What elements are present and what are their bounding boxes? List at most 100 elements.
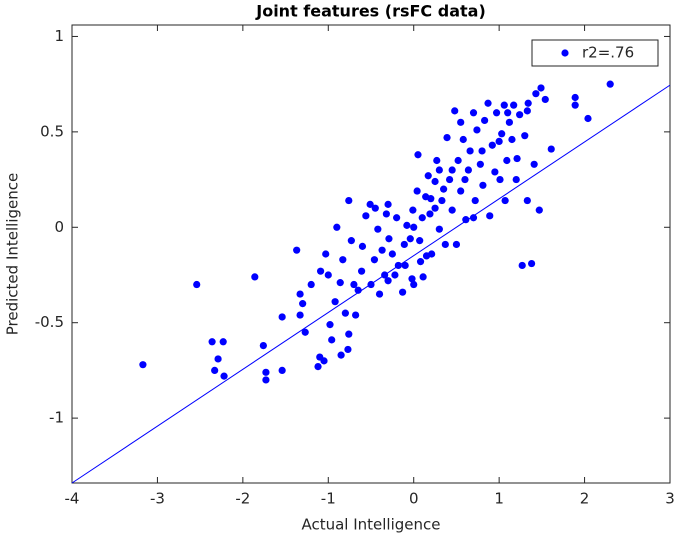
- scatter-point: [521, 132, 529, 140]
- scatter-point: [418, 214, 426, 222]
- scatter-point: [331, 298, 339, 306]
- scatter-point: [401, 261, 409, 270]
- scatter-point: [344, 345, 352, 354]
- scatter-point: [416, 258, 425, 266]
- scatter-point: [393, 214, 401, 222]
- y-tick-label: -0.5: [35, 313, 64, 331]
- scatter-point: [367, 280, 375, 289]
- scatter-point: [384, 200, 392, 208]
- scatter-point: [476, 160, 484, 168]
- scatter-point: [314, 362, 322, 371]
- scatter-point: [337, 351, 345, 359]
- scatter-point: [606, 80, 614, 88]
- legend-box: [531, 39, 659, 67]
- scatter-point: [438, 196, 446, 205]
- scatter-point: [537, 84, 545, 92]
- scatter-point: [462, 216, 470, 224]
- scatter-point: [336, 279, 344, 287]
- scatter-point: [324, 271, 332, 279]
- scatter-point: [371, 204, 379, 212]
- scatter-point: [424, 172, 432, 180]
- x-axis-label: Actual Intelligence: [301, 516, 440, 534]
- scatter-point: [352, 311, 360, 319]
- scatter-point: [471, 196, 479, 205]
- scatter-point: [409, 206, 417, 214]
- scatter-point: [408, 275, 416, 283]
- scatter-point: [443, 133, 451, 142]
- scatter-point: [307, 280, 315, 289]
- legend-marker: [561, 49, 569, 57]
- scatter-point: [262, 376, 270, 384]
- scatter-point: [375, 290, 384, 298]
- scatter-point: [435, 166, 443, 174]
- x-tick-label: 2: [580, 490, 590, 508]
- scatter-point: [350, 280, 358, 289]
- scatter-point: [571, 101, 579, 109]
- scatter-point: [532, 90, 540, 98]
- scatter-point: [479, 181, 487, 189]
- scatter-point: [466, 147, 474, 155]
- scatter-point: [448, 206, 456, 214]
- plot-area: [71, 24, 671, 484]
- scatter-point: [440, 185, 448, 193]
- scatter-point: [388, 250, 396, 258]
- scatter-point: [326, 321, 334, 329]
- scatter-point: [491, 168, 499, 176]
- scatter-point: [508, 135, 516, 144]
- scatter-point: [333, 223, 341, 231]
- scatter-point: [403, 221, 411, 229]
- scatter-point: [518, 261, 526, 270]
- scatter-point: [358, 242, 367, 250]
- scatter-point: [299, 300, 307, 308]
- scatter-point: [528, 259, 536, 268]
- x-tick-label: -3: [150, 490, 165, 508]
- y-axis-label: Predicted Intelligence: [4, 173, 22, 335]
- scatter-point: [406, 235, 414, 243]
- x-tick-label: -2: [235, 490, 250, 508]
- scatter-point: [435, 225, 443, 233]
- scatter-point: [345, 330, 353, 338]
- scatter-point: [328, 336, 336, 344]
- scatter-point: [339, 256, 347, 264]
- scatter-point: [484, 99, 492, 107]
- scatter-point: [478, 147, 486, 155]
- scatter-point: [510, 101, 518, 109]
- scatter-point: [505, 118, 513, 126]
- scatter-point: [320, 357, 328, 365]
- scatter-point: [492, 109, 501, 117]
- scatter-point: [524, 99, 532, 107]
- chart-title: Joint features (rsFC data): [255, 2, 486, 21]
- scatter-point: [366, 200, 374, 208]
- scatter-point: [262, 368, 270, 376]
- scatter-point: [296, 290, 304, 298]
- scatter-point: [451, 107, 459, 115]
- scatter-point: [293, 246, 301, 254]
- scatter-point: [278, 366, 286, 375]
- scatter-point: [251, 273, 259, 281]
- scatter-point: [523, 107, 531, 115]
- scatter-point: [259, 342, 267, 350]
- scatter-point: [454, 156, 462, 165]
- scatter-point: [523, 196, 531, 205]
- scatter-point: [547, 145, 555, 153]
- scatter-point: [461, 175, 469, 184]
- scatter-point: [500, 101, 508, 109]
- scatter-point: [486, 212, 494, 220]
- scatter-point: [503, 156, 511, 165]
- x-tick-label: 1: [494, 490, 504, 508]
- x-tick-label: -1: [321, 490, 336, 508]
- scatter-point: [426, 210, 434, 218]
- scatter-point: [410, 280, 418, 289]
- y-tick-label: 0.5: [40, 122, 64, 140]
- scatter-point: [374, 225, 382, 233]
- scatter-point: [211, 366, 219, 375]
- scatter-point: [220, 372, 228, 380]
- scatter-point: [322, 250, 330, 258]
- scatter-point: [433, 156, 441, 165]
- scatter-point: [473, 126, 481, 134]
- scatter-point: [381, 271, 389, 279]
- scatter-point: [354, 286, 362, 294]
- y-tick-label: 1: [54, 27, 64, 45]
- scatter-point: [193, 280, 201, 289]
- scatter-point: [535, 206, 543, 214]
